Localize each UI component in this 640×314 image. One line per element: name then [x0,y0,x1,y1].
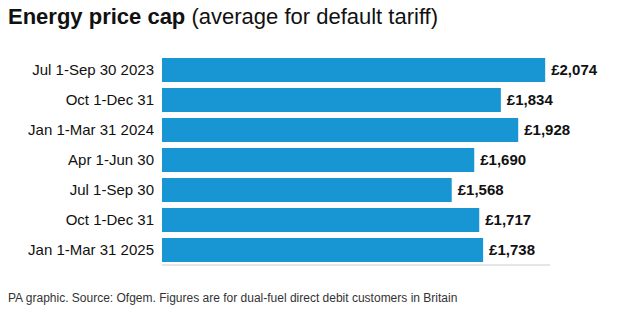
svg-text:£1,568: £1,568 [458,181,504,198]
svg-text:£1,690: £1,690 [480,151,526,168]
svg-text:£1,717: £1,717 [485,211,531,228]
svg-text:£1,834: £1,834 [507,91,554,108]
svg-text:£2,074: £2,074 [551,61,598,78]
svg-text:Apr 1-Jun 30: Apr 1-Jun 30 [68,151,154,168]
svg-text:Jan 1-Mar 31 2024: Jan 1-Mar 31 2024 [28,121,154,138]
svg-text:Jul 1-Sep 30: Jul 1-Sep 30 [70,181,154,198]
svg-text:Jan 1-Mar 31 2025: Jan 1-Mar 31 2025 [28,241,154,258]
svg-text:£1,928: £1,928 [524,121,570,138]
svg-text:£1,738: £1,738 [489,241,535,258]
svg-text:Oct 1-Dec 31: Oct 1-Dec 31 [66,91,154,108]
html-text:Energy price cap (average for: Energy price cap (average for default ta… [8,4,438,29]
html-text:PA graphic. Source: Ofgem. Fig: PA graphic. Source: Ofgem. Figures are f… [8,291,458,305]
svg-text:Oct 1-Dec 31: Oct 1-Dec 31 [66,211,154,228]
svg-text:Jul 1-Sep 30 2023: Jul 1-Sep 30 2023 [32,61,154,78]
